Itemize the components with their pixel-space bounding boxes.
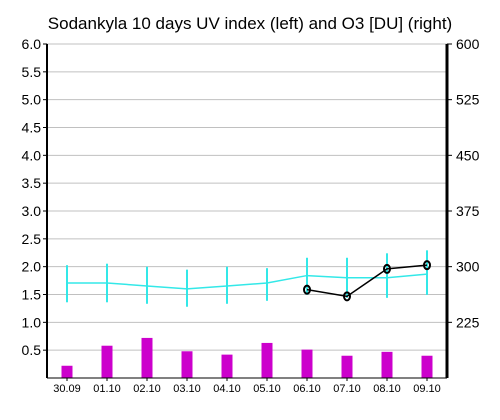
x-tick-label: 05.10: [253, 383, 281, 395]
uv-bar: [141, 337, 153, 378]
uv-bar: [301, 349, 313, 378]
uv-bar: [261, 342, 273, 378]
x-tick-label: 01.10: [93, 383, 121, 395]
uv-bar: [341, 355, 353, 378]
o3-line: [67, 273, 428, 290]
x-tick-label: 08.10: [373, 383, 401, 395]
x-tick-label: 03.10: [173, 383, 201, 395]
uv-bar: [61, 365, 73, 378]
left-tick-label: 1.0: [22, 314, 42, 330]
x-tick-label: 02.10: [133, 383, 161, 395]
o3-observed-point: [383, 263, 391, 274]
left-tick-label: 2.0: [22, 259, 42, 275]
uv-bar: [421, 355, 433, 378]
right-tick-label: 300: [456, 259, 480, 275]
left-tick-label: 0.5: [22, 342, 42, 358]
x-tick-label: 30.09: [53, 383, 81, 395]
uv-bar: [181, 351, 193, 378]
uv-bar: [221, 354, 233, 378]
x-tick-label: 04.10: [213, 383, 241, 395]
left-tick-label: 4.5: [22, 120, 42, 136]
o3-observed-line: [306, 264, 428, 298]
right-tick-label: 375: [456, 203, 480, 219]
right-tick-label: 450: [456, 147, 480, 163]
chart-title: Sodankyla 10 days UV index (left) and O3…: [47, 14, 453, 33]
right-tick-label: 225: [456, 314, 480, 330]
x-tick-label: 06.10: [293, 383, 321, 395]
left-tick-label: 2.5: [22, 231, 42, 247]
uv-bar: [381, 351, 393, 378]
o3-observed-point: [303, 284, 311, 295]
right-tick-label: 525: [456, 92, 480, 108]
uv-bar: [101, 345, 113, 378]
left-tick-label: 3.0: [22, 203, 42, 219]
left-tick-label: 1.5: [22, 287, 42, 303]
left-tick-label: 5.5: [22, 64, 42, 80]
x-tick-label: 09.10: [413, 383, 441, 395]
right-tick-label: 600: [456, 36, 480, 52]
left-tick-label: 4.0: [22, 147, 42, 163]
left-tick-label: 6.0: [22, 36, 42, 52]
o3-observed-point: [343, 291, 351, 302]
left-tick-label: 3.5: [22, 175, 42, 191]
x-tick-label: 07.10: [333, 383, 361, 395]
o3-observed-point: [423, 260, 431, 271]
left-tick-label: 5.0: [22, 92, 42, 108]
